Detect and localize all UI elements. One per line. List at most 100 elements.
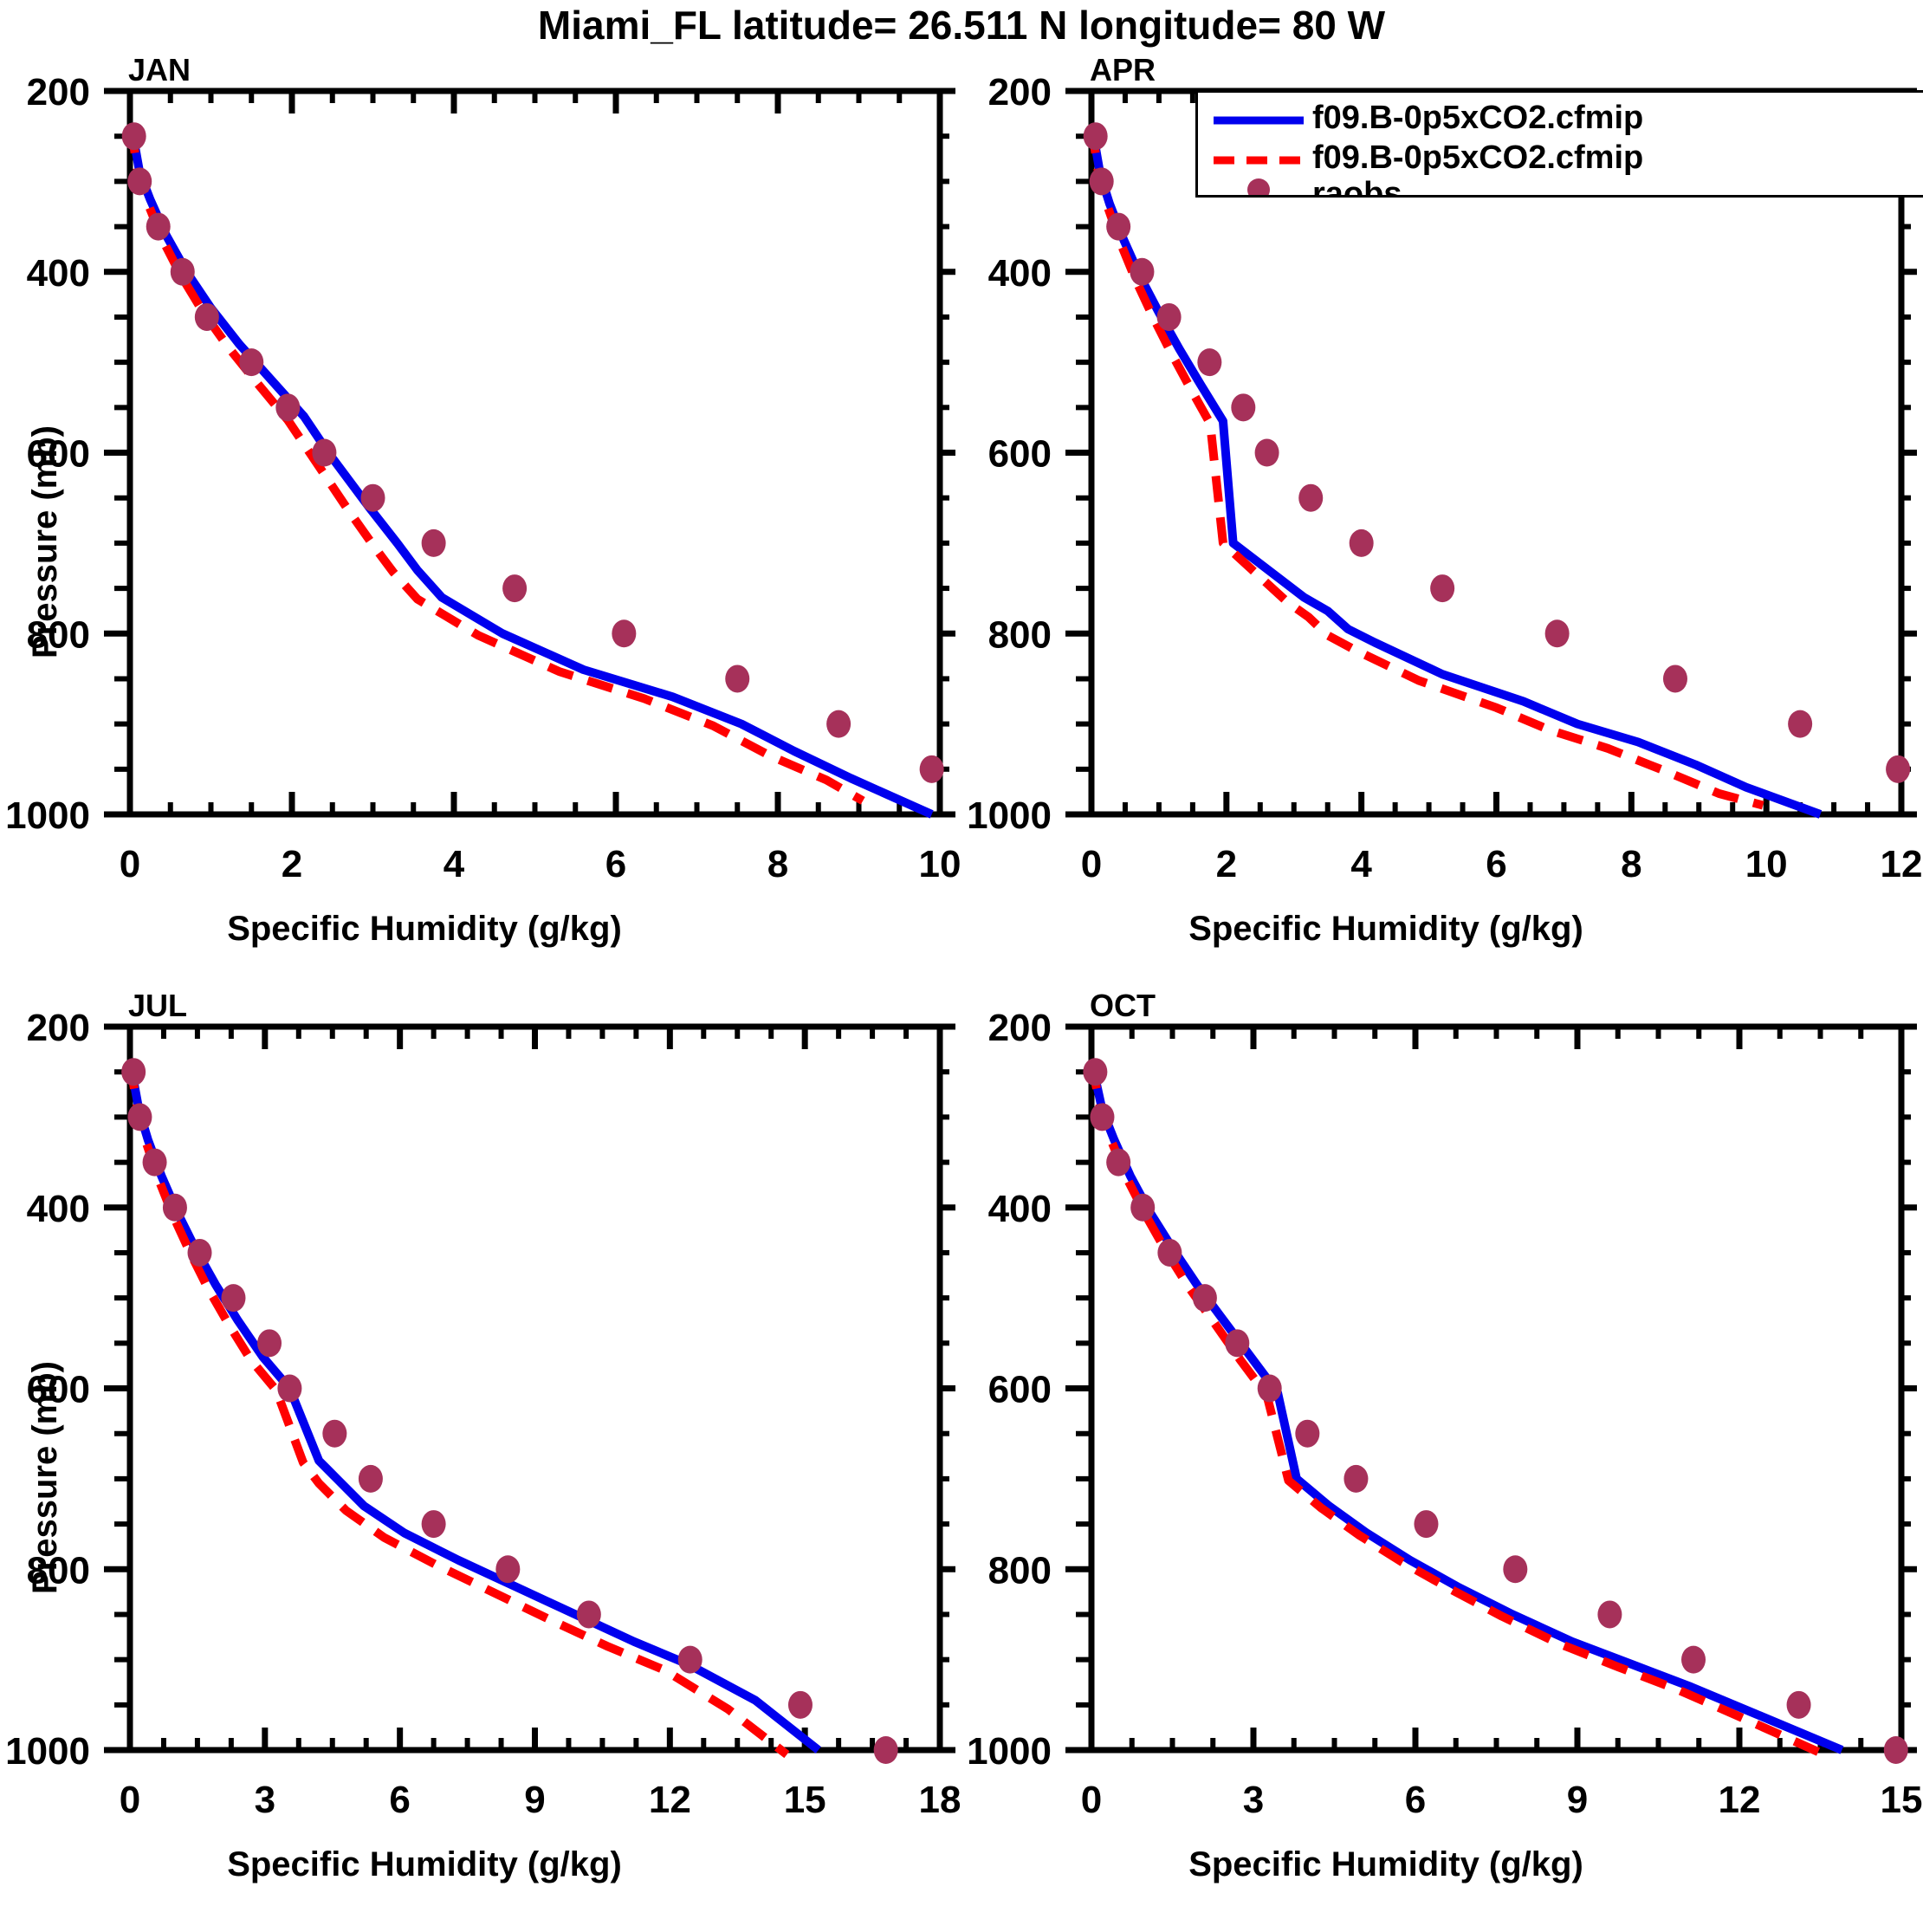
raobs-marker <box>1349 528 1374 557</box>
y-tick-label: 1000 <box>967 794 1052 837</box>
y-tick-label: 800 <box>988 1549 1052 1592</box>
x-tick-label: 10 <box>919 843 962 885</box>
raobs-marker <box>1430 574 1455 603</box>
raobs-marker <box>1597 1600 1622 1629</box>
x-axis-label-oct: Specific Humidity (g/kg) <box>1188 1845 1583 1883</box>
y-tick-label: 400 <box>27 252 90 295</box>
x-tick-label: 15 <box>784 1779 826 1821</box>
x-tick-label: 0 <box>1081 1779 1102 1821</box>
raobs-marker <box>1786 1690 1811 1719</box>
x-tick-label: 4 <box>444 843 465 885</box>
legend: f09.B-0p5xCO2.cfmip f09.B-0p5xCO2.cfmip … <box>1195 90 1923 198</box>
raobs-marker <box>257 1329 282 1358</box>
x-tick-label: 9 <box>524 1779 545 1821</box>
raobs-marker <box>1106 1148 1131 1177</box>
raobs-marker <box>187 1238 212 1267</box>
raobs-marker <box>502 574 528 603</box>
y-tick-label: 400 <box>27 1188 90 1230</box>
y-tick-label: 600 <box>27 1369 90 1411</box>
raobs-marker <box>194 302 219 331</box>
series-line-2 <box>1088 1062 1823 1757</box>
y-tick-label: 1000 <box>967 1730 1052 1773</box>
raobs-marker <box>421 1510 446 1539</box>
x-tick-label: 0 <box>1081 843 1102 885</box>
raobs-marker <box>1788 710 1813 738</box>
y-axis-label-jan: Pressure (mb) <box>26 425 64 658</box>
x-tick-label: 2 <box>282 843 302 885</box>
panel-title-jan: JAN <box>128 52 191 88</box>
raobs-marker <box>1295 1419 1320 1448</box>
raobs-marker <box>221 1284 246 1313</box>
raobs-marker <box>725 665 750 693</box>
raobs-marker <box>1681 1645 1706 1674</box>
raobs-marker <box>1503 1555 1528 1584</box>
panel-jan: JAN 0 2 4 6 8 10 200 400 600 800 1000 Pressure (mb… <box>0 52 962 957</box>
raobs-marker <box>1544 619 1570 648</box>
x-tick-label: 6 <box>1405 1779 1426 1821</box>
raobs-marker <box>1298 483 1324 512</box>
raobs-marker <box>127 167 152 196</box>
x-axis-label-jan: Specific Humidity (g/kg) <box>227 910 622 948</box>
raobs-marker <box>1106 212 1131 241</box>
y-tick-label: 800 <box>27 1549 90 1592</box>
panel-title-apr: APR <box>1090 52 1156 88</box>
raobs-marker <box>1197 348 1222 377</box>
panel-oct: OCT 0 3 6 9 12 15 200 400 600 800 1000 Specific Hu… <box>962 988 1923 1893</box>
raobs-marker <box>1130 1193 1156 1222</box>
raobs-marker <box>162 1193 187 1222</box>
raobs-marker <box>1083 122 1108 151</box>
x-tick-label: 10 <box>1745 843 1788 885</box>
raobs-marker <box>1662 665 1687 693</box>
x-axis-label-jul: Specific Humidity (g/kg) <box>227 1845 622 1883</box>
raobs-marker <box>1886 755 1911 783</box>
raobs-marker <box>127 1103 152 1131</box>
x-tick-label: 6 <box>1486 843 1506 885</box>
x-tick-label: 6 <box>389 1779 410 1821</box>
x-tick-label: 2 <box>1216 843 1237 885</box>
y-tick-label: 600 <box>988 1369 1052 1411</box>
legend-label-1: f09.B-0p5xCO2.cfmip <box>1312 139 1644 176</box>
x-tick-label: 15 <box>1881 1779 1923 1821</box>
raobs-marker <box>360 483 385 512</box>
raobs-marker <box>1231 393 1256 422</box>
raobs-marker <box>1156 302 1182 331</box>
raobs-marker <box>873 1736 898 1764</box>
panel-apr: APR 0 2 4 6 8 10 12 200 400 600 800 1000 Specific H… <box>962 52 1923 957</box>
x-tick-label: 0 <box>120 843 140 885</box>
raobs-marker <box>826 710 851 738</box>
figure-title: Miami_FL latitude= 26.511 N longitude= 8… <box>537 3 1386 48</box>
raobs-marker <box>239 348 264 377</box>
raobs-marker <box>312 438 337 467</box>
x-tick-label: 12 <box>1719 1779 1761 1821</box>
raobs-marker <box>142 1148 167 1177</box>
panel-title-jul: JUL <box>128 988 188 1023</box>
raobs-marker <box>146 212 171 241</box>
y-tick-label: 800 <box>988 613 1052 656</box>
raobs-marker <box>121 122 146 151</box>
panel-jul: JUL 0 3 6 9 12 15 18 200 400 600 800 1000 Pressure … <box>0 988 962 1893</box>
plot-area-oct: 0 3 6 9 12 15 200 400 600 800 1000 <box>967 1007 1923 1821</box>
x-axis-label-apr: Specific Humidity (g/kg) <box>1188 910 1583 948</box>
y-tick-label: 200 <box>988 1007 1052 1049</box>
raobs-marker <box>1414 1510 1439 1539</box>
raobs-marker <box>495 1555 521 1584</box>
y-tick-label: 200 <box>988 71 1052 113</box>
legend-swatch-raobs-marker <box>1247 178 1270 195</box>
raobs-marker <box>1089 167 1114 196</box>
y-axis-label-jul: Pressure (mb) <box>26 1361 64 1594</box>
x-tick-label: 4 <box>1350 843 1372 885</box>
raobs-marker <box>1344 1464 1369 1493</box>
series-line-1 <box>1089 126 1823 819</box>
panel-title-oct: OCT <box>1090 988 1156 1023</box>
y-tick-label: 200 <box>27 1007 90 1049</box>
plot-area-jan: 0 2 4 6 8 10 200 400 600 800 1000 <box>5 71 962 885</box>
y-tick-label: 1000 <box>5 794 90 837</box>
x-tick-label: 9 <box>1567 1779 1588 1821</box>
raobs-marker <box>275 393 301 422</box>
x-tick-label: 12 <box>649 1779 691 1821</box>
raobs-marker <box>919 755 944 783</box>
y-tick-label: 600 <box>988 433 1052 476</box>
raobs-marker <box>677 1645 703 1674</box>
x-tick-label: 8 <box>1621 843 1641 885</box>
